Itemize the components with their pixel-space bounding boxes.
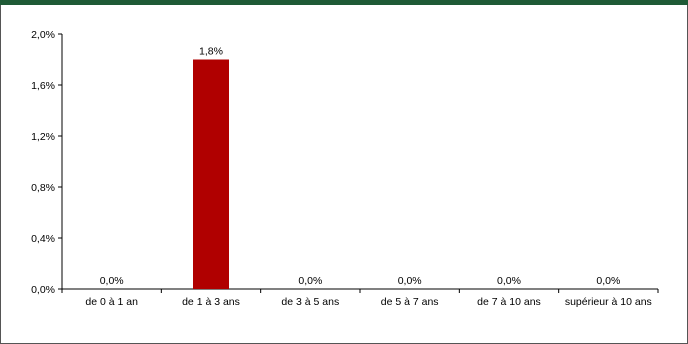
- y-tick-label: 1,6%: [31, 80, 55, 92]
- data-label: 0,0%: [100, 275, 124, 287]
- data-label: 0,0%: [497, 275, 521, 287]
- y-tick-label: 0,4%: [31, 233, 55, 245]
- x-tick-label: de 5 à 7 ans: [381, 296, 439, 308]
- y-tick-label: 1,2%: [31, 131, 55, 143]
- y-tick-label: 0,8%: [31, 182, 55, 194]
- x-tick-label: de 0 à 1 an: [85, 296, 138, 308]
- data-label: 1,8%: [199, 46, 223, 58]
- data-label: 0,0%: [398, 275, 422, 287]
- y-tick-label: 2,0%: [31, 29, 55, 41]
- x-tick-label: de 1 à 3 ans: [182, 296, 240, 308]
- data-label: 0,0%: [298, 275, 322, 287]
- x-tick-label: de 7 à 10 ans: [477, 296, 541, 308]
- bar: [193, 59, 229, 289]
- y-tick-label: 0,0%: [31, 284, 55, 296]
- header-bar: [0, 0, 688, 5]
- bars: [193, 59, 229, 289]
- axes: [58, 33, 659, 293]
- x-tick-label: supérieur à 10 ans: [565, 296, 652, 308]
- data-label: 0,0%: [596, 275, 620, 287]
- x-tick-label: de 3 à 5 ans: [281, 296, 339, 308]
- labels: 0,0% 0,4% 0,8% 1,2% 1,6% 2,0% 0,0% de 0 à 1 an 1…: [31, 29, 652, 308]
